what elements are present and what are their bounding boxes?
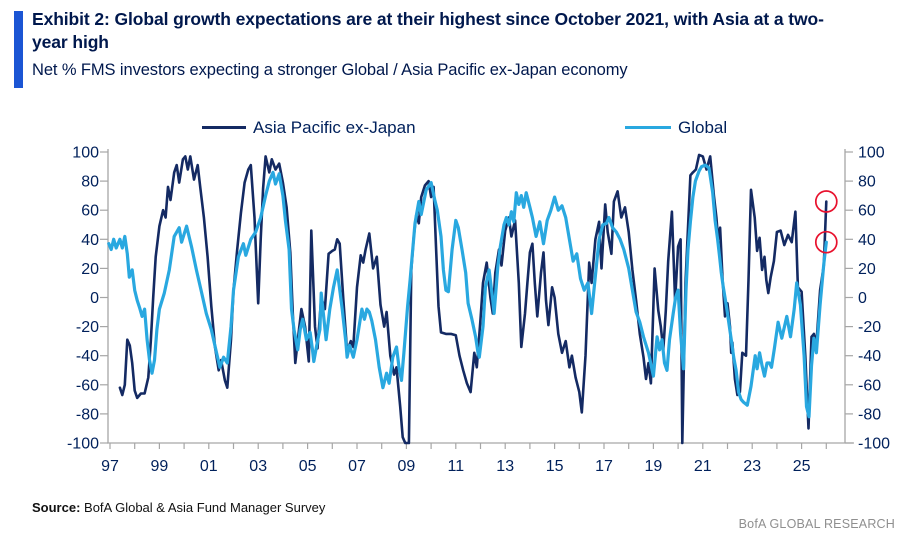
y-tick-label-left: 60 xyxy=(81,203,99,220)
x-tick-label: 19 xyxy=(645,458,663,475)
y-tick-label-right: -100 xyxy=(858,436,890,453)
x-tick-label: 23 xyxy=(743,458,761,475)
y-tick-label-right: 40 xyxy=(858,232,876,249)
exhibit-title: Exhibit 2: Global growth expectations ar… xyxy=(32,9,824,53)
series-line-asia-pacific-ex-japan xyxy=(118,153,828,445)
y-tick-label-right: 60 xyxy=(858,203,876,220)
brand-mark: BofA GLOBAL RESEARCH xyxy=(738,517,895,531)
y-tick-label-left: 100 xyxy=(72,145,99,162)
legend-label-global: Global xyxy=(678,118,728,137)
global-line-swatch xyxy=(625,125,671,130)
y-tick-label-left: -100 xyxy=(67,436,99,453)
y-tick-label-left: 80 xyxy=(81,174,99,191)
x-tick-label: 17 xyxy=(595,458,613,475)
latest-value-annotation-circle xyxy=(814,190,838,213)
source-label: Source: xyxy=(32,500,81,515)
legend-label-asia: Asia Pacific ex-Japan xyxy=(253,118,416,137)
legend-item-global: Global xyxy=(625,119,727,136)
asia-line-swatch xyxy=(202,126,246,129)
y-tick-label-left: -40 xyxy=(76,348,99,365)
y-tick-label-right: 80 xyxy=(858,174,876,191)
y-tick-label-right: 0 xyxy=(858,290,867,307)
source-text: BofA Global & Asia Fund Manager Survey xyxy=(80,500,326,515)
y-tick-label-left: -20 xyxy=(76,319,99,336)
x-tick-label: 11 xyxy=(447,458,464,475)
x-tick-label: 25 xyxy=(793,458,811,475)
y-tick-label-right: 20 xyxy=(858,261,876,278)
y-tick-label-right: -40 xyxy=(858,348,881,365)
x-tick-label: 09 xyxy=(398,458,416,475)
source-note: Source: BofA Global & Asia Fund Manager … xyxy=(32,500,325,515)
y-tick-label-right: -80 xyxy=(858,406,881,423)
y-tick-label-left: 0 xyxy=(90,290,99,307)
x-tick-label: 05 xyxy=(299,458,317,475)
y-tick-label-right: -20 xyxy=(858,319,881,336)
y-tick-label-right: 100 xyxy=(858,145,885,162)
legend-item-asia-pacific-ex-japan: Asia Pacific ex-Japan xyxy=(202,119,416,136)
x-tick-label: 97 xyxy=(101,458,119,475)
x-tick-label: 03 xyxy=(249,458,267,475)
x-tick-label: 15 xyxy=(546,458,564,475)
title-accent-bar xyxy=(14,11,23,88)
x-tick-label: 21 xyxy=(694,458,712,475)
y-tick-label-left: -60 xyxy=(76,377,99,394)
y-tick-label-right: -60 xyxy=(858,377,881,394)
y-tick-label-left: 40 xyxy=(81,232,99,249)
x-tick-label: 07 xyxy=(348,458,366,475)
x-tick-label: 99 xyxy=(151,458,169,475)
y-tick-label-left: 20 xyxy=(81,261,99,278)
exhibit-subtitle: Net % FMS investors expecting a stronger… xyxy=(32,61,628,79)
latest-value-annotation-circle xyxy=(814,230,838,254)
y-tick-label-left: -80 xyxy=(76,406,99,423)
x-tick-label: 13 xyxy=(496,458,514,475)
series-line-global xyxy=(107,163,828,419)
x-tick-label: 01 xyxy=(200,458,218,475)
